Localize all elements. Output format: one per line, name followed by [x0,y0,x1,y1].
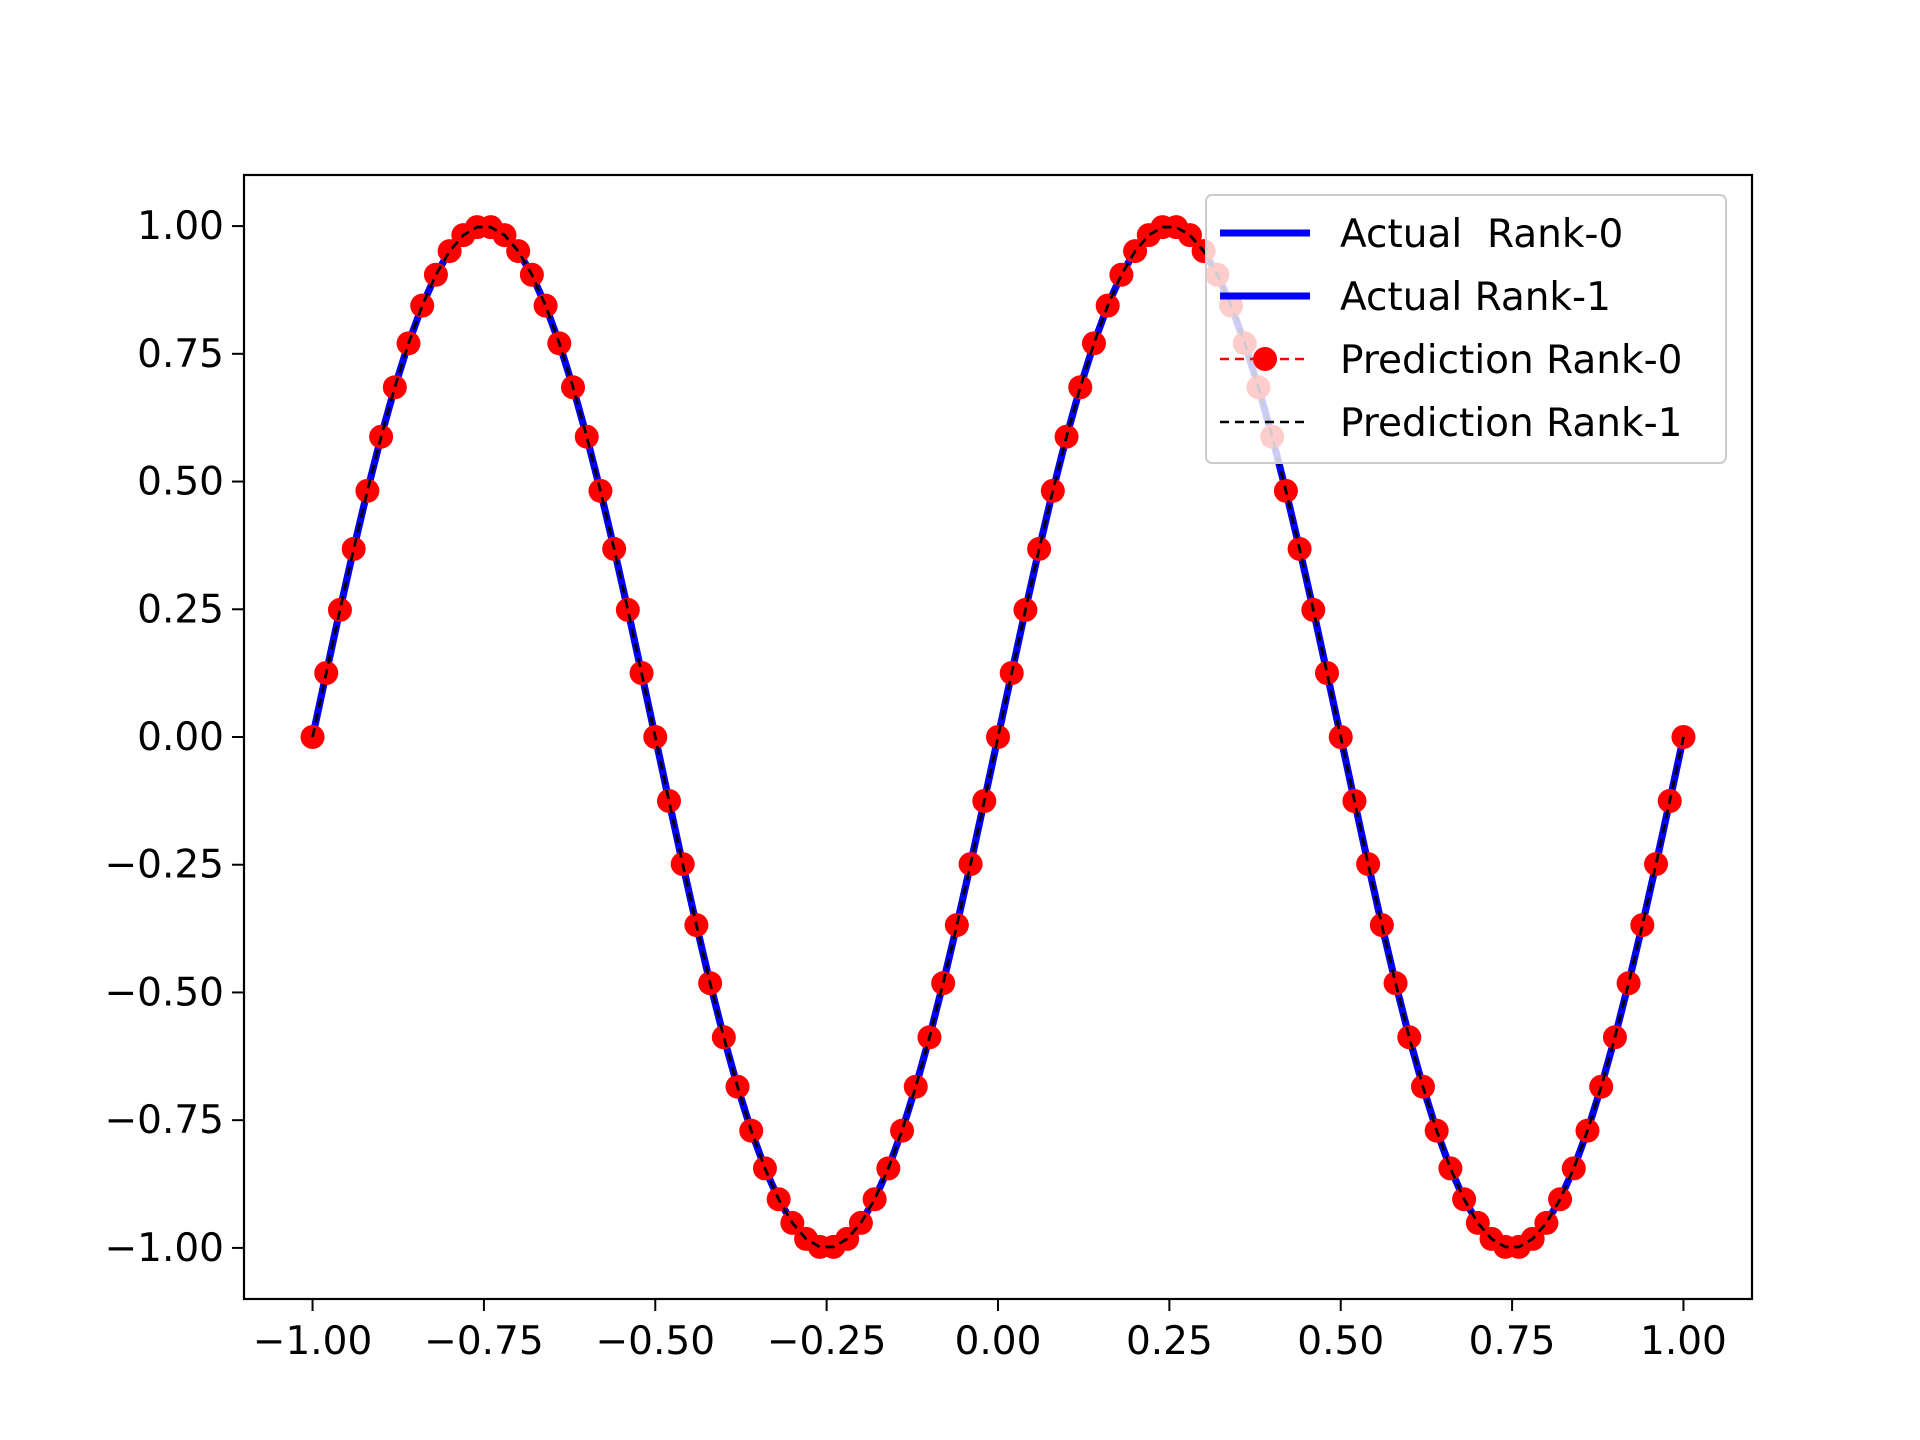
series-point [1383,971,1408,996]
legend-label: Prediction Rank-1 [1340,401,1682,446]
y-tick-label: −0.75 [104,1098,224,1143]
series-point [890,1118,915,1143]
series-point [1369,913,1394,938]
series-point [1356,852,1381,877]
legend: Actual Rank-0 Actual Rank-1 Prediction Ran… [1205,194,1727,464]
y-tick-label: 0.25 [137,587,224,632]
series-point [1068,375,1093,400]
series-point [1438,1156,1463,1181]
y-tick-label: −0.25 [104,843,224,888]
legend-label: Actual Rank-1 [1340,275,1611,320]
series-point [327,597,352,622]
series-point [656,789,681,814]
series-point [944,913,969,938]
x-tick-label: 0.75 [1469,1319,1556,1364]
legend-box [1205,194,1727,464]
legend-label: Actual Rank-0 [1340,212,1623,257]
series-point [410,293,435,318]
series-point [574,424,599,449]
series-point [1630,913,1655,938]
legend-label: Prediction Rank-0 [1340,338,1682,383]
series-point [711,1025,736,1050]
series-point [862,1187,887,1212]
x-tick-label: −1.00 [253,1319,373,1364]
series-point [506,239,531,264]
y-tick-label: 0.00 [137,715,224,760]
series-point [931,971,956,996]
series-point [382,375,407,400]
series-point [1397,1025,1422,1050]
y-tick-label: −1.00 [104,1226,224,1271]
series-point [1561,1156,1586,1181]
series-point [1315,660,1340,685]
y-tick-label: 1.00 [137,204,224,249]
series-point [1644,852,1669,877]
y-tick-label: −0.50 [104,970,224,1015]
y-tick-label: 0.50 [137,460,224,505]
x-axis: −1.00 −0.75 −0.50 −0.25 0.00 0.25 0.50 0.75 1.00 [253,1299,1727,1364]
series-point [903,1074,928,1099]
x-tick-label: −0.50 [596,1319,716,1364]
series-point [1616,971,1641,996]
y-tick-label: 0.75 [137,332,224,377]
series-point [341,536,366,561]
x-tick-label: 0.25 [1126,1319,1213,1364]
series-point [1027,536,1052,561]
series-point [1081,331,1106,356]
series-point [1534,1210,1559,1235]
x-tick-label: −0.25 [767,1319,887,1364]
series-point [300,725,325,749]
series-point [986,725,1010,749]
y-axis: −1.00 −0.75 −0.50 −0.25 0.00 0.25 0.50 0.75 1.00 [104,204,244,1271]
x-tick-label: −0.75 [424,1319,544,1364]
series-point [355,478,380,503]
series-point [533,293,558,318]
series-point [1671,725,1696,749]
series-point [423,262,448,287]
series-point [615,597,640,622]
series-point [1109,262,1134,287]
x-tick-label: 0.00 [955,1319,1042,1364]
x-tick-label: 1.00 [1640,1319,1727,1364]
x-tick-label: 0.50 [1297,1319,1384,1364]
legend-swatch-marker [1253,347,1277,371]
